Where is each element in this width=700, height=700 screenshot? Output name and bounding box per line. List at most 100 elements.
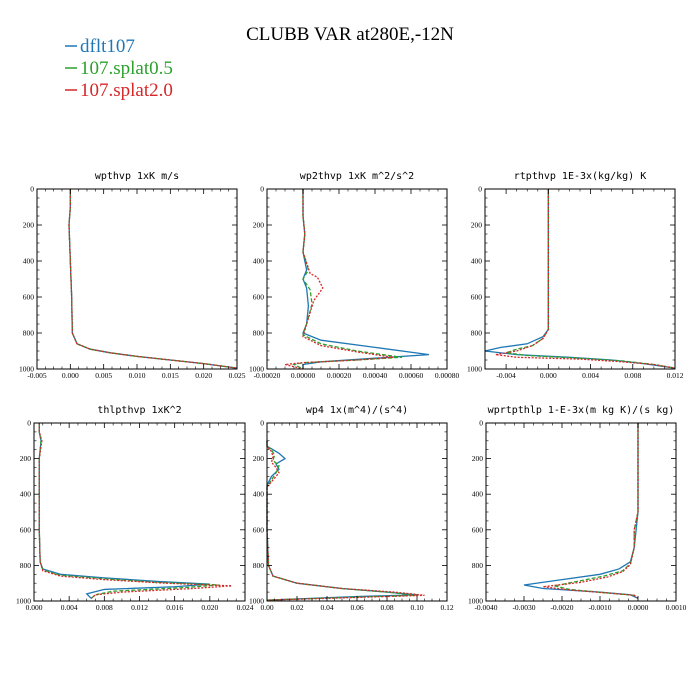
ytick-label-2-4: 800 bbox=[471, 329, 483, 338]
ytick-label-1-5: 1000 bbox=[249, 365, 264, 374]
ytick-label-0-1: 200 bbox=[23, 221, 35, 230]
ytick-label-3-5: 1000 bbox=[16, 597, 31, 606]
ytick-label-0-5: 1000 bbox=[19, 365, 34, 374]
series-line-4-1 bbox=[266, 440, 418, 601]
xtick-label-3-4: 0.016 bbox=[166, 603, 183, 612]
xtick-label-2-0: -0.004 bbox=[496, 371, 516, 380]
panel-1: wp2thvp 1xK m^2/s^2 -0.00020 0.00000 0.0002… bbox=[249, 171, 459, 380]
xtick-label-0-6: 0.025 bbox=[229, 371, 246, 380]
xtick-label-0-0: -0.005 bbox=[27, 371, 47, 380]
ytick-label-0-0: 0 bbox=[30, 185, 34, 194]
ytick-label-1-0: 0 bbox=[260, 185, 264, 194]
xtick-label-5-0: -0.0040 bbox=[474, 603, 497, 612]
series-line-5-2 bbox=[542, 423, 639, 599]
ytick-label-1-1: 200 bbox=[253, 221, 265, 230]
ytick-label-1-4: 800 bbox=[253, 329, 265, 338]
ytick-label-2-0: 0 bbox=[478, 185, 482, 194]
xtick-label-1-1: 0.00000 bbox=[291, 371, 316, 380]
ytick-label-2-5: 1000 bbox=[467, 365, 482, 374]
panel-title-5: wprtpthlp 1-E-3x(m kg K)/(s kg) bbox=[488, 405, 675, 416]
xtick-label-4-1: 0.02 bbox=[290, 603, 303, 612]
series-line-1-2 bbox=[284, 189, 394, 370]
ytick-label-0-2: 400 bbox=[23, 257, 35, 266]
xtick-label-1-0: -0.00020 bbox=[254, 371, 281, 380]
xtick-label-0-2: 0.005 bbox=[95, 371, 112, 380]
ytick-label-5-1: 200 bbox=[472, 454, 484, 463]
panel-title-0: wpthvp 1xK m/s bbox=[95, 171, 179, 182]
xtick-label-0-1: 0.000 bbox=[62, 371, 79, 380]
ytick-label-5-0: 0 bbox=[479, 419, 483, 428]
series-line-0-2 bbox=[68, 189, 238, 369]
ytick-label-5-4: 800 bbox=[472, 561, 484, 570]
ytick-label-4-4: 800 bbox=[253, 561, 265, 570]
ytick-label-3-1: 200 bbox=[20, 454, 32, 463]
xtick-label-3-3: 0.012 bbox=[131, 603, 148, 612]
ytick-label-3-0: 0 bbox=[27, 419, 31, 428]
panel-0: wpthvp 1xK m/s -0.005 0.000 0.005 0.010 0.015… bbox=[19, 171, 246, 380]
xtick-label-4-0: 0.00 bbox=[260, 603, 273, 612]
xtick-label-0-4: 0.015 bbox=[162, 371, 179, 380]
ytick-label-4-3: 600 bbox=[253, 525, 265, 534]
series-line-5-1 bbox=[554, 423, 639, 599]
xtick-label-4-4: 0.08 bbox=[380, 603, 393, 612]
panel-5: wprtpthlp 1-E-3x(m kg K)/(s kg) -0.0040 -0… bbox=[468, 405, 687, 612]
xtick-label-3-2: 0.008 bbox=[96, 603, 113, 612]
xtick-label-1-5: 0.00080 bbox=[435, 371, 460, 380]
plot-frame-1 bbox=[266, 188, 448, 370]
ytick-label-2-2: 400 bbox=[471, 257, 483, 266]
xtick-label-1-3: 0.00040 bbox=[363, 371, 388, 380]
ytick-label-2-1: 200 bbox=[471, 221, 483, 230]
xtick-label-5-5: 0.0010 bbox=[666, 603, 687, 612]
xtick-label-3-0: 0.000 bbox=[26, 603, 43, 612]
xtick-label-5-4: 0.0000 bbox=[628, 603, 649, 612]
xtick-label-2-4: 0.012 bbox=[667, 371, 684, 380]
series-line-1-1 bbox=[292, 189, 403, 370]
panel-2: rtpthvp 1E-3x(kg/kg) K -0.004 0.000 0.004 0.… bbox=[467, 171, 684, 380]
xtick-label-4-2: 0.04 bbox=[320, 603, 333, 612]
series-line-3-0 bbox=[38, 423, 210, 599]
panels: wpthvp 1xK m/s-0.005 0.000 0.005 0.010 0.015… bbox=[16, 171, 687, 612]
ytick-label-3-4: 800 bbox=[20, 561, 32, 570]
legend-label-1: 107.splat0.5 bbox=[80, 58, 173, 79]
legend-label-0: dflt107 bbox=[80, 36, 135, 57]
xtick-label-1-2: 0.00020 bbox=[327, 371, 352, 380]
panel-3: thlpthvp 1xK^2 0.000 0.004 0.008 0.012 0.016 0… bbox=[16, 405, 254, 612]
series-line-4-0 bbox=[266, 440, 418, 601]
ytick-label-4-0: 0 bbox=[260, 419, 264, 428]
ytick-label-1-2: 400 bbox=[253, 257, 265, 266]
panel-4: wp4 1x(m^4)/(s^4) 0.00 0.02 0.04 0.06 0.08 0.1… bbox=[249, 405, 454, 612]
xtick-label-0-3: 0.010 bbox=[129, 371, 146, 380]
series-line-4-2 bbox=[266, 440, 425, 601]
xtick-label-4-6: 0.12 bbox=[440, 603, 453, 612]
ytick-label-5-5: 1000 bbox=[468, 597, 483, 606]
ytick-label-0-4: 800 bbox=[23, 329, 35, 338]
series-line-2-0 bbox=[484, 189, 676, 369]
plot-frame-4 bbox=[266, 422, 448, 602]
panel-title-3: thlpthvp 1xK^2 bbox=[97, 405, 181, 416]
xtick-label-3-6: 0.024 bbox=[237, 603, 254, 612]
panel-title-2: rtpthvp 1E-3x(kg/kg) K bbox=[514, 171, 646, 182]
series-line-1-0 bbox=[302, 189, 430, 369]
ytick-label-4-2: 400 bbox=[253, 490, 265, 499]
ytick-label-4-1: 200 bbox=[253, 454, 265, 463]
plot-frame-2 bbox=[484, 188, 676, 370]
xtick-label-5-2: -0.0020 bbox=[550, 603, 573, 612]
plot-frame-5 bbox=[485, 422, 677, 602]
series-line-0-1 bbox=[68, 189, 238, 369]
plot-frame-0 bbox=[36, 188, 238, 370]
xtick-label-1-4: 0.00060 bbox=[399, 371, 424, 380]
xtick-label-2-3: 0.008 bbox=[624, 371, 641, 380]
series-line-3-2 bbox=[38, 423, 232, 599]
ytick-label-5-3: 600 bbox=[472, 525, 484, 534]
xtick-label-5-1: -0.0030 bbox=[512, 603, 535, 612]
ytick-label-5-2: 400 bbox=[472, 490, 484, 499]
figure-title: CLUBB VAR at280E,-12N bbox=[246, 24, 454, 45]
legend-label-2: 107.splat2.0 bbox=[80, 80, 173, 101]
xtick-label-2-2: 0.004 bbox=[582, 371, 599, 380]
panel-title-1: wp2thvp 1xK m^2/s^2 bbox=[300, 171, 414, 182]
xtick-label-5-3: -0.0010 bbox=[588, 603, 611, 612]
series-line-2-2 bbox=[495, 189, 676, 369]
series-line-0-0 bbox=[68, 189, 238, 369]
